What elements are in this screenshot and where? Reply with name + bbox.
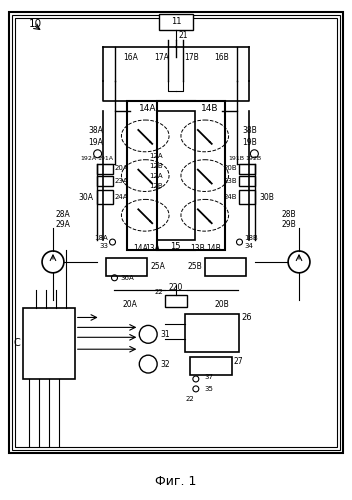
Bar (23, 308, 75, 379)
Text: 28B: 28B (282, 210, 296, 219)
Text: 26: 26 (241, 313, 252, 322)
Text: 14B: 14B (206, 244, 221, 252)
Text: 12A: 12A (150, 172, 163, 178)
Text: 13A: 13A (145, 244, 159, 252)
Text: 29A: 29A (56, 220, 70, 228)
Bar (205, 258, 246, 276)
Text: 12A: 12A (150, 152, 163, 158)
Text: 36A: 36A (120, 275, 134, 281)
Text: 15: 15 (170, 242, 180, 250)
Bar (239, 164, 255, 173)
Text: 20A: 20A (114, 164, 128, 170)
Text: 37: 37 (205, 374, 214, 380)
Text: 20B: 20B (224, 164, 238, 170)
Text: 11: 11 (171, 18, 181, 26)
Bar (239, 190, 255, 204)
Bar (106, 258, 147, 276)
Text: 13B: 13B (190, 244, 205, 252)
Text: 25A: 25A (150, 262, 165, 272)
Text: 18A: 18A (94, 235, 108, 241)
Text: 19B: 19B (243, 138, 257, 147)
Text: 14B: 14B (201, 104, 219, 112)
Text: 220: 220 (169, 283, 183, 292)
Text: 17B: 17B (184, 53, 199, 62)
Text: 12B: 12B (150, 182, 163, 188)
Text: Фиг. 1: Фиг. 1 (155, 474, 197, 488)
Text: 28A: 28A (56, 210, 70, 219)
Text: 22: 22 (155, 288, 163, 294)
Bar (127, 101, 195, 250)
Text: 24A: 24A (114, 194, 128, 200)
Text: 30A: 30A (79, 193, 94, 202)
Bar (190, 357, 232, 375)
Text: 38A: 38A (89, 126, 103, 136)
Text: 10: 10 (29, 19, 42, 29)
Text: 27: 27 (233, 356, 243, 366)
Text: 14A: 14A (138, 104, 156, 112)
Text: 31: 31 (160, 330, 170, 339)
Bar (157, 111, 195, 240)
Text: 191A: 191A (98, 156, 114, 161)
Text: 38B: 38B (243, 126, 257, 136)
Text: 191B: 191B (228, 156, 244, 161)
Text: 192A: 192A (81, 156, 97, 161)
Text: 24B: 24B (224, 194, 238, 200)
Text: 18B: 18B (244, 235, 258, 241)
Text: 20A: 20A (123, 300, 138, 309)
Bar (157, 101, 225, 250)
Text: 25B: 25B (187, 262, 202, 272)
Text: 12B: 12B (150, 162, 163, 168)
Bar (97, 190, 113, 204)
Bar (239, 176, 255, 186)
Text: C: C (13, 338, 20, 348)
Text: 16B: 16B (214, 53, 229, 62)
Text: 14A: 14A (133, 244, 148, 252)
Text: 21: 21 (179, 31, 188, 40)
Bar (165, 294, 187, 306)
Text: 34: 34 (244, 243, 253, 249)
Text: 33: 33 (100, 243, 108, 249)
Text: 29B: 29B (282, 220, 296, 228)
Bar (15, 18, 337, 448)
Text: 19A: 19A (89, 138, 103, 147)
Bar (97, 164, 113, 173)
Text: 35: 35 (205, 386, 214, 392)
Bar (9, 12, 343, 454)
Text: 16A: 16A (123, 53, 138, 62)
Bar (12, 15, 340, 450)
Bar (185, 314, 239, 352)
Text: 23A: 23A (114, 178, 128, 184)
Text: 20B: 20B (214, 300, 229, 309)
Text: 32: 32 (160, 360, 170, 368)
Text: 192B: 192B (245, 156, 261, 161)
Bar (159, 14, 193, 30)
Text: 22: 22 (186, 396, 195, 402)
Text: 23B: 23B (224, 178, 238, 184)
Bar (97, 176, 113, 186)
Text: 17A: 17A (155, 53, 170, 62)
Text: 30B: 30B (259, 193, 274, 202)
